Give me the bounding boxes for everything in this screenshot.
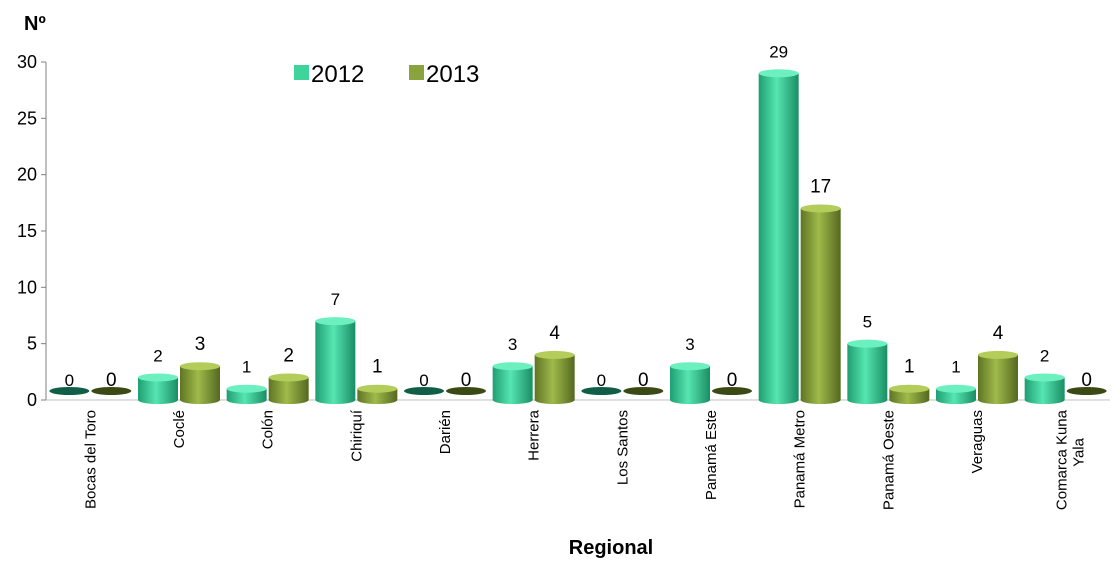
category-labels: Bocas del Toro Coclé Colón Chiriquí Darién He…	[82, 409, 1087, 510]
bar-2012-4	[315, 317, 356, 404]
data-label-2013-4: 1	[372, 357, 383, 378]
y-tick-label: 15	[17, 221, 37, 241]
category-label: Panamá Oeste	[880, 410, 897, 510]
data-label-2013-10: 1	[904, 357, 915, 378]
y-tick-label: 25	[17, 108, 37, 128]
bar-2013-9	[800, 204, 841, 404]
x-axis-title: Regional	[569, 537, 653, 559]
data-label-2012-7: 0	[597, 371, 606, 390]
bar-2012-3	[226, 384, 267, 404]
y-axis-title: Nº	[24, 13, 46, 35]
bar-2012-12	[1024, 373, 1065, 404]
bar-2013-11	[978, 350, 1018, 404]
data-label-2013-8: 0	[727, 370, 738, 391]
y-tick-label: 0	[27, 390, 37, 410]
category-label: Los Santos	[614, 410, 631, 485]
bar-2013-2	[180, 362, 220, 404]
data-label-2012-8: 3	[685, 335, 694, 354]
y-ticks: 0 5 10 15 20 25 30	[17, 52, 46, 410]
y-tick-label: 10	[17, 277, 37, 297]
legend-label-2013: 2013	[426, 61, 479, 88]
bar-2013-6	[534, 350, 575, 404]
bar-2012-5	[404, 387, 444, 395]
bar-2012-2	[138, 373, 178, 404]
data-label-2013-6: 4	[549, 323, 560, 344]
data-label-2013-5: 0	[461, 370, 472, 391]
legend-swatch-2013	[409, 65, 424, 80]
category-label: Coclé	[171, 410, 188, 448]
bar-2012-11	[936, 384, 976, 404]
data-label-2013-9: 17	[810, 176, 831, 197]
y-tick-label: 20	[17, 165, 37, 185]
category-label: Bocas del Toro	[82, 410, 99, 509]
bar-2013-10	[889, 384, 930, 404]
category-label: Comarca KunaYala	[1054, 409, 1088, 510]
bar-2012-7	[581, 387, 622, 395]
bar-2013-1	[91, 387, 132, 395]
category-label: Chiriquí	[348, 409, 365, 462]
legend-label-2012: 2012	[311, 61, 364, 88]
data-label-2012-11: 1	[951, 358, 960, 377]
data-label-2012-12: 2	[1040, 346, 1049, 365]
y-tick-label: 5	[27, 334, 37, 354]
bar-2012-10	[847, 339, 888, 404]
legend-swatch-2012	[294, 65, 309, 80]
category-label: Colón	[260, 410, 277, 449]
data-label-2012-6: 3	[508, 335, 517, 354]
data-label-2012-9: 29	[769, 42, 788, 61]
y-tick-label: 30	[17, 52, 37, 72]
data-label-2012-10: 5	[863, 313, 872, 332]
bars	[49, 69, 1107, 405]
data-label-2012-2: 2	[153, 346, 162, 365]
category-label: Panamá Metro	[792, 410, 809, 508]
category-label: Veraguas	[969, 410, 986, 473]
data-label-2013-7: 0	[638, 370, 649, 391]
bar-2013-5	[446, 387, 486, 395]
data-label-2013-2: 3	[195, 334, 206, 355]
data-label-2012-1: 0	[65, 371, 74, 390]
bar-2013-7	[623, 387, 664, 395]
data-label-2012-4: 7	[331, 290, 340, 309]
bar-2013-4	[357, 384, 398, 404]
data-label-2012-3: 1	[242, 358, 251, 377]
bar-2012-9	[758, 69, 799, 405]
data-label-2013-1: 0	[106, 370, 117, 391]
data-label-2013-12: 0	[1081, 370, 1092, 391]
data-labels: 0 0 2 3 1 2 7 1 0 0 3 4 0 0 3 0 29 17 5 1 1 4 2 0	[65, 42, 1092, 391]
category-label: Darién	[437, 410, 454, 454]
bar-2012-1	[49, 387, 90, 395]
category-label: Panamá Este	[703, 410, 720, 500]
category-label: Herrera	[526, 409, 543, 461]
legend: 2012 2013	[294, 61, 479, 88]
data-label-2012-5: 0	[419, 371, 428, 390]
bar-2012-8	[670, 362, 710, 404]
data-label-2013-3: 2	[283, 345, 294, 366]
bar-2013-8	[712, 387, 752, 395]
axes	[45, 62, 1110, 401]
bar-2013-12	[1066, 387, 1107, 395]
bar-2012-6	[492, 362, 533, 404]
bar-2013-3	[268, 373, 309, 404]
data-label-2013-11: 4	[993, 323, 1004, 344]
